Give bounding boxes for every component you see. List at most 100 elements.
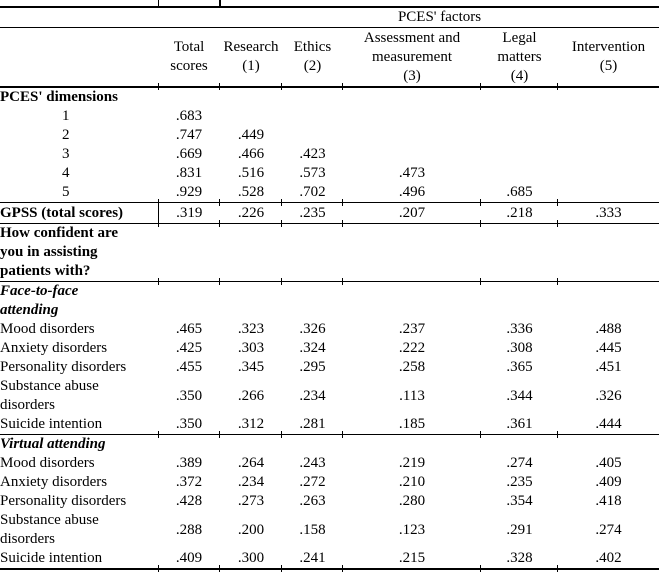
- table-row: Mood disorders .465 .323 .326 .237 .336 .488: [0, 320, 659, 339]
- spacer-cell: [220, 0, 659, 8]
- table-border-tick: [557, 565, 558, 572]
- table-border-tick: [342, 83, 343, 90]
- correlation-value: .444: [558, 415, 659, 435]
- table-row: Suicide intention .350.312.281.185.361.44…: [0, 415, 659, 435]
- empty-cell: [282, 282, 343, 321]
- correlation-value: .273: [237, 493, 265, 509]
- correlation-value: .263: [299, 493, 326, 509]
- empty-cell: [481, 126, 558, 145]
- correlation-value: .185: [343, 415, 481, 435]
- correlation-value: .683: [175, 108, 203, 124]
- table-row: Mood disorders .389 .264 .243 .219 .274 .405: [0, 454, 659, 473]
- column-header-row: Total scores Research (1) Ethics (2) Ass…: [0, 27, 659, 88]
- table-border-tick: [281, 565, 282, 572]
- correlation-value: .258: [398, 359, 426, 375]
- correlation-value: .158: [299, 521, 326, 538]
- correlation-value: .402: [558, 549, 659, 570]
- empty-cell: [558, 435, 659, 455]
- row-label: 1: [62, 108, 70, 124]
- correlation-value: .308: [506, 340, 533, 356]
- empty-cell: [343, 223, 481, 282]
- correlation-value: .361: [481, 415, 558, 435]
- empty-cell: [282, 435, 343, 455]
- correlation-value: .425: [175, 340, 203, 356]
- table-row: 2 .747 .449: [0, 126, 659, 145]
- row-label: 5: [62, 184, 70, 200]
- row-label: GPSS (total scores): [0, 202, 159, 224]
- correlation-value: .215: [343, 549, 481, 570]
- column-header-legal: Legal matters (4): [481, 27, 558, 88]
- table-row: How confident are you in assisting patie…: [0, 223, 659, 282]
- table-row: 3 .669 .466 .423: [0, 145, 659, 164]
- correlation-value: .326: [299, 321, 326, 337]
- correlation-value: .465: [175, 321, 203, 337]
- spacer-cell: [0, 0, 159, 8]
- correlation-value: .336: [506, 321, 533, 337]
- table-border-tick: [342, 565, 343, 572]
- correlation-value: .451: [595, 359, 622, 375]
- empty-cell: [343, 126, 481, 145]
- correlation-value: .473: [398, 165, 426, 181]
- empty-cell: [481, 145, 558, 164]
- correlation-value: .264: [237, 455, 265, 471]
- correlation-value: .747: [175, 127, 203, 143]
- row-label: Substance abuse disorders: [0, 378, 99, 413]
- table-body: PCES' dimensions 1 .683 2 .747 .449 3 .669 .466.…: [0, 87, 659, 570]
- empty-cell: [558, 183, 659, 203]
- empty-cell: [343, 87, 481, 107]
- correlation-value: .210: [398, 474, 426, 490]
- cropped-border-row: [0, 0, 659, 8]
- correlation-value: .235: [506, 474, 533, 490]
- column-header-ethics: Ethics (2): [282, 27, 343, 88]
- correlation-value: .113: [399, 387, 425, 404]
- empty-cell: [558, 282, 659, 321]
- table-row: 4 .831 .516 .573 .473: [0, 164, 659, 183]
- correlation-value: .344: [506, 387, 533, 404]
- correlation-value: .312: [220, 415, 282, 435]
- row-label: Mood disorders: [0, 455, 95, 471]
- correlation-value: .200: [237, 521, 265, 538]
- correlation-value: .295: [299, 359, 326, 375]
- factors-header-row: PCES' factors: [0, 7, 659, 28]
- empty-cell: [158, 435, 220, 455]
- table-border-tick: [219, 83, 220, 90]
- table-border-tick: [480, 277, 481, 285]
- table-row: Personality disorders .428 .273 .263 .280 .35…: [0, 492, 659, 511]
- correlation-value: .326: [595, 387, 622, 404]
- table-border-tick: [219, 198, 220, 206]
- correlation-value: .488: [595, 321, 622, 337]
- row-label: 2: [62, 127, 70, 143]
- correlation-value: .243: [299, 455, 326, 471]
- table-border-tick: [557, 198, 558, 206]
- correlation-value: .333: [558, 202, 659, 224]
- correlation-value: .345: [237, 359, 265, 375]
- correlation-value: .455: [175, 359, 203, 375]
- correlation-value: .516: [237, 165, 265, 181]
- spacer-cell: [158, 0, 221, 8]
- correlation-value: .234: [299, 387, 326, 404]
- empty-cell: [343, 282, 481, 321]
- row-label: 3: [62, 146, 70, 162]
- correlation-value: .685: [506, 184, 533, 200]
- table-border-tick: [219, 277, 220, 285]
- correlation-value: .449: [237, 127, 265, 143]
- row-label: Suicide intention: [0, 549, 158, 570]
- correlation-value: .281: [282, 415, 343, 435]
- row-label: 4: [62, 165, 70, 181]
- table-border-tick: [219, 565, 220, 572]
- row-label: Anxiety disorders: [0, 474, 108, 490]
- table-border-tick: [342, 219, 343, 227]
- correlation-value: .372: [175, 474, 203, 490]
- empty-cell: [558, 107, 659, 126]
- table-row: Virtual attending: [0, 435, 659, 455]
- correlation-value: .409: [158, 549, 220, 570]
- row-label: Personality disorders: [0, 493, 127, 509]
- empty-cell: [343, 145, 481, 164]
- correlation-value: .423: [299, 146, 326, 162]
- table-row: 1 .683: [0, 107, 659, 126]
- table-border-tick: [158, 277, 159, 285]
- empty-cell: [558, 164, 659, 183]
- correlation-value: .365: [506, 359, 533, 375]
- table-row: Anxiety disorders .372 .234 .272 .210 .235 .40…: [0, 473, 659, 492]
- table-row: Face-to-face attending: [0, 282, 659, 321]
